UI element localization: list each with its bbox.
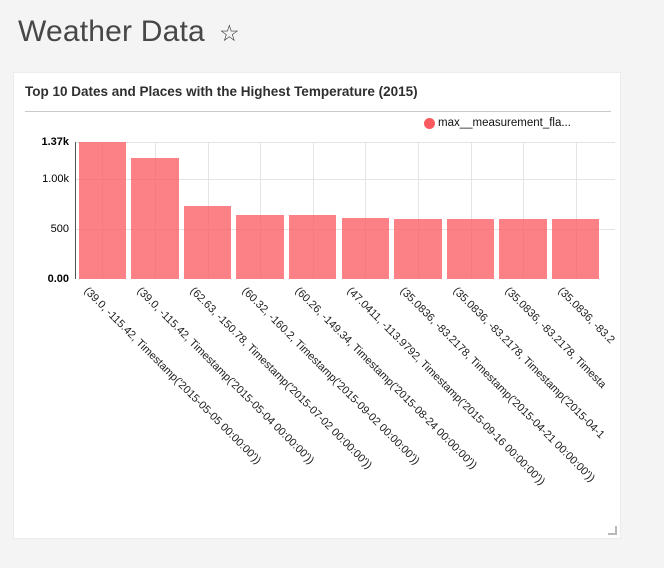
x-gridline	[523, 141, 525, 279]
x-tick-label: (60.26, -149.34, Timestamp('2015-08-24 0…	[292, 285, 479, 472]
y-tick-label: 0.00	[47, 273, 69, 285]
y-axis-line	[75, 141, 76, 279]
bar[interactable]	[236, 214, 284, 279]
bar[interactable]	[183, 205, 232, 279]
bar[interactable]	[446, 219, 495, 279]
x-tick-label: (39.0, -115.42, Timestamp('2015-05-05 00…	[81, 285, 264, 467]
legend-dot-icon	[424, 117, 435, 129]
x-tick-label: (39.0, -115.42, Timestamp('2015-05-04 00…	[134, 285, 317, 467]
chart-card: 0.00 500 1.00k 1.37k (39.0, -115.42, Timesta…	[13, 72, 621, 539]
bar[interactable]	[131, 157, 179, 279]
resize-handle-icon[interactable]	[608, 526, 617, 535]
bar[interactable]	[78, 141, 127, 279]
bar[interactable]	[341, 217, 390, 279]
legend-label: max__measurement_fla...	[438, 117, 571, 129]
bar[interactable]	[394, 219, 442, 279]
legend-item[interactable]: max__measurement_fla...	[424, 115, 571, 131]
bar-chart: 0.00 500 1.00k 1.37k (39.0, -115.42, Timesta…	[14, 73, 620, 538]
star-outline-icon[interactable]: ☆	[218, 19, 240, 46]
x-tick-label: (62.63, -150.78, Timestamp('2015-07-02 0…	[187, 285, 374, 472]
y-tick-label: 1.00k	[42, 172, 69, 185]
chart-title: Top 10 Dates and Places with the Highest…	[25, 84, 418, 99]
y-tick-label: 500	[50, 222, 69, 235]
x-gridline	[575, 141, 577, 279]
y-tick-label: 1.37k	[41, 135, 69, 148]
x-gridline	[365, 141, 367, 279]
x-tick-label: (35.0836, -83.2178, Timestamp('2015-04-2…	[397, 285, 597, 485]
y-gridline	[76, 178, 615, 180]
x-tick-label: (35.0836, -83.2178, Timesta	[502, 285, 609, 391]
bar[interactable]	[288, 215, 337, 279]
x-gridline	[470, 141, 472, 279]
title-divider	[25, 111, 611, 112]
y-gridline	[76, 141, 615, 143]
bar[interactable]	[551, 219, 600, 279]
x-gridline	[312, 141, 314, 279]
x-tick-label: (60.32, -160.2, Timestamp('2015-09-02 00…	[239, 285, 422, 468]
x-gridline	[260, 141, 262, 279]
x-gridline	[417, 141, 419, 279]
page-header: Weather Data ☆	[18, 10, 240, 54]
x-tick-label: (47.0411, -113.9792, Timestamp('2015-09-…	[344, 285, 548, 488]
page-title: Weather Data	[18, 15, 205, 48]
x-tick-label: (35.0836, -83.2	[555, 285, 617, 347]
bar[interactable]	[499, 219, 547, 279]
